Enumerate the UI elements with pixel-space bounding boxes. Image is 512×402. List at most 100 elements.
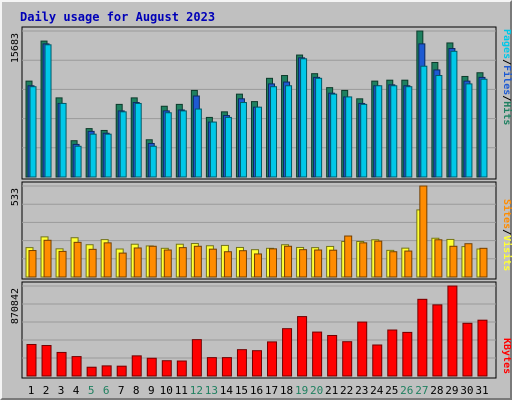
kbytes-bar-27 [417,298,428,377]
pages-bar-9 [149,145,157,178]
kbytes-bar-11 [176,360,187,377]
sites-bar-6 [103,242,112,278]
pages-bar-10 [164,112,172,178]
sites-bar-18 [284,245,293,278]
kbytes-bar-7 [116,365,127,377]
legend-files: Files [501,65,512,95]
sites-bar-12 [193,245,202,278]
sites-bar-11 [178,247,187,278]
sites-bar-21 [329,249,338,278]
kbytes-bar-23 [357,321,368,377]
kbytes-bar-4 [71,356,82,377]
kbytes-bar-24 [372,344,383,377]
day-label-18: 18 [280,384,293,397]
hits-files-pages-panel: 15683 Pages/Files/Hits [10,26,512,180]
kbytes-bar-1 [26,343,37,377]
sites-bar-22 [344,235,353,278]
sites-bar-30 [464,243,473,278]
kbytes-bar-5 [86,366,97,377]
pages-bar-27 [420,65,428,178]
pages-bar-11 [179,110,187,178]
legend-separator: / [501,229,512,235]
y-max-label: 533 [10,188,21,206]
day-label-6: 6 [103,384,110,397]
kbytes-bar-6 [101,365,112,377]
sites-bar-4 [73,241,82,278]
day-label-16: 16 [250,384,263,397]
pages-bar-7 [119,111,127,178]
pages-bar-29 [450,50,458,178]
kbytes-bar-13 [206,357,217,377]
pages-bar-19 [300,58,308,178]
chart-title: Daily usage for August 2023 [20,10,215,24]
sites-bar-1 [28,250,37,278]
sites-bar-27 [419,185,428,278]
day-label-12: 12 [190,384,203,397]
day-label-8: 8 [133,384,140,397]
kbytes-panel: 870842 KBytes [10,281,512,379]
y-max-label: 870842 [10,288,21,324]
pages-bar-3 [59,102,67,178]
pages-bar-25 [390,85,398,178]
pages-bar-4 [74,145,82,178]
legend-visits: Visits [501,235,512,271]
day-label-22: 22 [340,384,353,397]
day-label-27: 27 [415,384,428,397]
day-label-1: 1 [28,384,35,397]
pages-bar-16 [254,106,262,178]
pages-bar-22 [345,96,353,178]
pages-bar-28 [435,75,443,178]
kbytes-bar-3 [56,351,67,377]
sites-bar-5 [88,248,97,278]
sites-bar-3 [58,250,67,278]
legend: Pages/Files/Hits [501,29,512,125]
day-label-10: 10 [160,384,173,397]
pages-bar-8 [134,102,142,178]
legend: KBytes [501,338,512,374]
sites-bar-17 [269,248,278,278]
sites-bar-19 [299,249,308,278]
day-label-13: 13 [205,384,218,397]
kbytes-bar-2 [41,345,52,377]
sites-bar-26 [404,250,413,278]
pages-bar-31 [480,78,488,178]
legend-hits: Hits [501,101,512,125]
pages-bar-12 [194,108,202,178]
sites-bar-14 [223,251,232,278]
kbytes-bar-28 [432,304,443,377]
kbytes-bar-14 [221,357,232,377]
kbytes-bar-29 [447,285,458,377]
day-label-19: 19 [295,384,308,397]
pages-bar-30 [465,83,473,178]
legend-pages: Pages [501,29,512,59]
day-label-25: 25 [385,384,398,397]
kbytes-bar-21 [327,334,338,377]
sites-bar-23 [359,242,368,278]
pages-bar-2 [44,44,52,178]
day-label-29: 29 [445,384,458,397]
day-axis: 1 2 3 4 5 6 7 8 9 10 11 12 13 14 15 16 17 18 19 20 21 22 23 24 2… [28,384,489,397]
pages-bar-5 [89,133,97,178]
sites-bar-28 [434,239,443,278]
pages-bar-21 [330,93,338,178]
day-label-26: 26 [400,384,413,397]
day-label-20: 20 [310,384,323,397]
pages-bar-1 [29,86,37,178]
sites-bar-25 [389,251,398,278]
sites-bar-13 [208,248,217,278]
pages-bar-23 [360,103,368,178]
day-label-14: 14 [220,384,234,397]
day-label-4: 4 [73,384,80,397]
day-label-11: 11 [175,384,188,397]
kbytes-bar-22 [342,341,353,377]
kbytes-bar-16 [251,350,262,377]
sites-bar-2 [43,239,52,278]
pages-bar-15 [239,102,247,178]
kbytes-bar-9 [146,357,157,377]
y-max-label: 15683 [10,33,21,63]
sites-bar-16 [253,253,262,278]
legend: Sites/Visits [501,199,512,271]
kbytes-bar-25 [387,329,398,377]
sites-bar-10 [163,249,172,278]
